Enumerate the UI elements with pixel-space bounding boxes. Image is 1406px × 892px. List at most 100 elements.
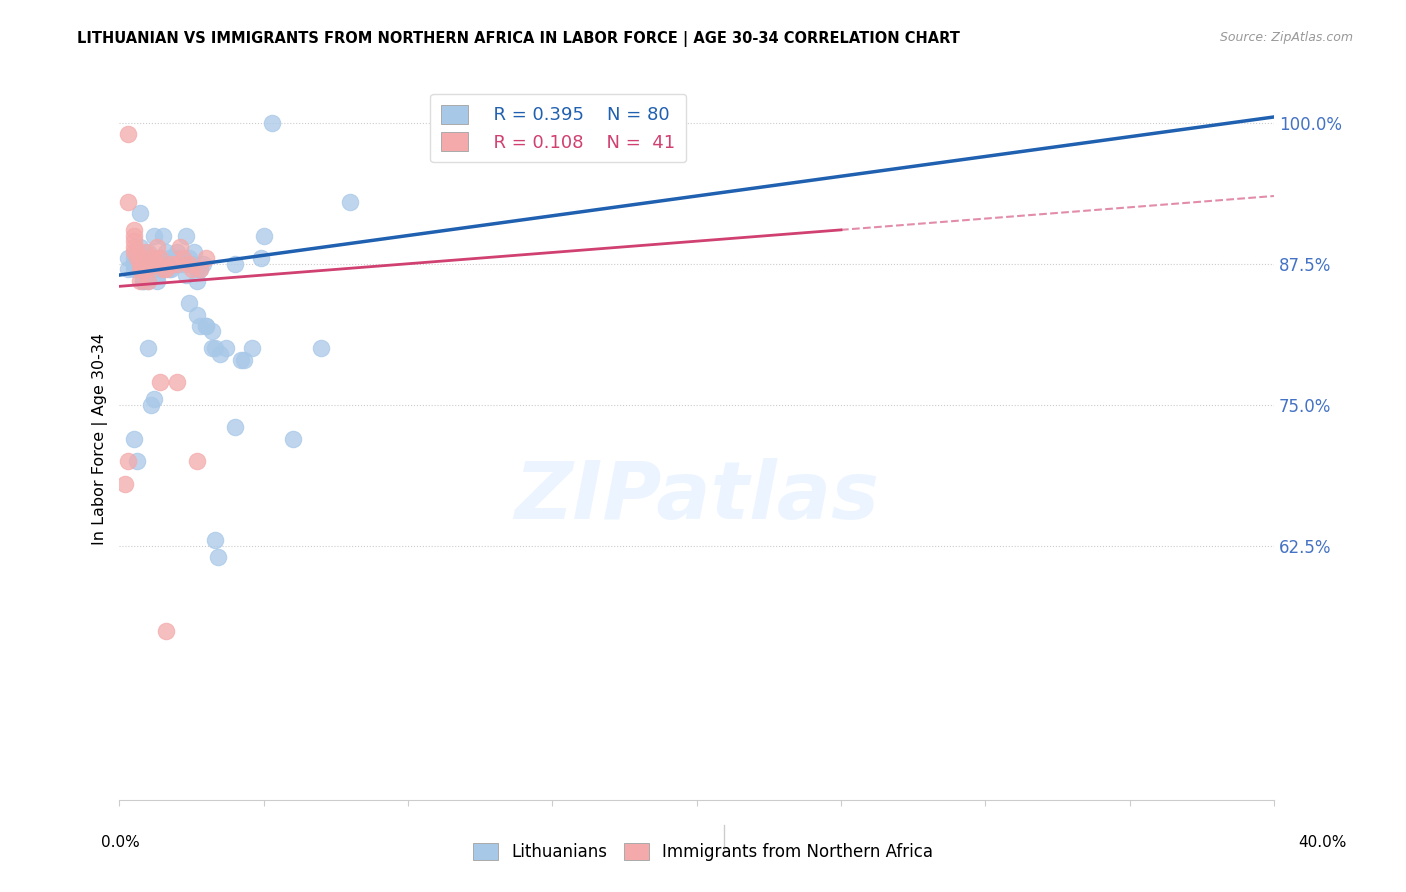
Point (122, 257, 145, 271)
Point (131, 274, 153, 288)
Point (128, 240, 150, 254)
Point (136, 257, 159, 271)
Point (191, 257, 214, 271)
Point (183, 245, 205, 260)
Point (134, 245, 156, 260)
Point (131, 262, 153, 277)
Point (146, 251, 169, 265)
Point (195, 318, 218, 333)
Point (195, 251, 218, 265)
Legend:   R = 0.395    N = 80,   R = 0.108    N =  41: R = 0.395 N = 80, R = 0.108 N = 41 (430, 94, 686, 162)
Point (311, 342, 333, 356)
Point (157, 262, 180, 277)
Point (122, 257, 145, 271)
Point (166, 376, 188, 390)
Point (169, 251, 191, 265)
Point (160, 257, 183, 271)
Point (188, 262, 211, 277)
Point (180, 262, 202, 277)
Legend: Lithuanians, Immigrants from Northern Africa: Lithuanians, Immigrants from Northern Af… (467, 836, 939, 868)
Point (128, 262, 150, 277)
Point (152, 262, 174, 277)
Point (117, 194, 139, 209)
Point (195, 318, 218, 333)
Point (177, 257, 200, 271)
Point (149, 257, 172, 271)
Point (141, 257, 163, 271)
Point (155, 245, 177, 260)
Point (232, 352, 254, 367)
Point (146, 274, 169, 288)
Point (163, 251, 186, 265)
Point (128, 257, 150, 271)
Point (117, 127, 139, 141)
Point (122, 262, 145, 277)
Text: LITHUANIAN VS IMMIGRANTS FROM NORTHERN AFRICA IN LABOR FORCE | AGE 30-34 CORRELA: LITHUANIAN VS IMMIGRANTS FROM NORTHERN A… (77, 31, 960, 47)
Point (157, 251, 180, 265)
Point (114, 477, 136, 491)
Point (186, 454, 208, 468)
Point (122, 228, 145, 243)
Point (177, 251, 200, 265)
Point (128, 274, 150, 288)
Point (131, 251, 153, 265)
Point (143, 228, 166, 243)
Point (136, 245, 159, 260)
Point (204, 533, 226, 548)
Point (143, 257, 166, 271)
Point (155, 262, 177, 277)
Point (146, 262, 169, 277)
Point (152, 262, 174, 277)
Text: 0.0%: 0.0% (101, 836, 141, 850)
Point (250, 251, 273, 265)
Point (143, 392, 166, 407)
Point (131, 274, 153, 288)
Point (166, 257, 188, 271)
Point (149, 262, 172, 277)
Point (141, 398, 163, 412)
Point (143, 251, 166, 265)
Point (188, 262, 211, 277)
Point (149, 376, 172, 390)
Point (122, 245, 145, 260)
Point (122, 432, 145, 446)
Point (172, 257, 194, 271)
Point (240, 342, 263, 356)
Point (146, 240, 169, 254)
Text: ZIPatlas: ZIPatlas (515, 458, 879, 535)
Point (122, 223, 145, 237)
Point (229, 352, 252, 367)
Point (136, 257, 159, 271)
Point (146, 268, 169, 282)
Point (180, 257, 202, 271)
Point (155, 624, 177, 638)
Text: Source: ZipAtlas.com: Source: ZipAtlas.com (1219, 31, 1353, 45)
Point (160, 257, 183, 271)
Point (146, 257, 169, 271)
Point (209, 347, 232, 361)
Y-axis label: In Labor Force | Age 30-34: In Labor Force | Age 30-34 (93, 333, 108, 545)
Point (136, 342, 159, 356)
Point (339, 194, 361, 209)
Point (186, 262, 208, 277)
Point (169, 240, 191, 254)
Point (125, 245, 148, 260)
Point (136, 274, 159, 288)
Point (136, 262, 159, 277)
Point (155, 257, 177, 271)
Point (177, 296, 200, 310)
Point (201, 342, 224, 356)
Point (117, 454, 139, 468)
Point (157, 257, 180, 271)
Point (172, 251, 194, 265)
Point (122, 234, 145, 248)
Point (128, 206, 150, 220)
Point (207, 550, 229, 565)
Point (143, 257, 166, 271)
Point (163, 257, 186, 271)
Point (224, 257, 246, 271)
Point (166, 245, 188, 260)
Point (131, 257, 153, 271)
Point (174, 228, 197, 243)
Point (262, 115, 284, 129)
